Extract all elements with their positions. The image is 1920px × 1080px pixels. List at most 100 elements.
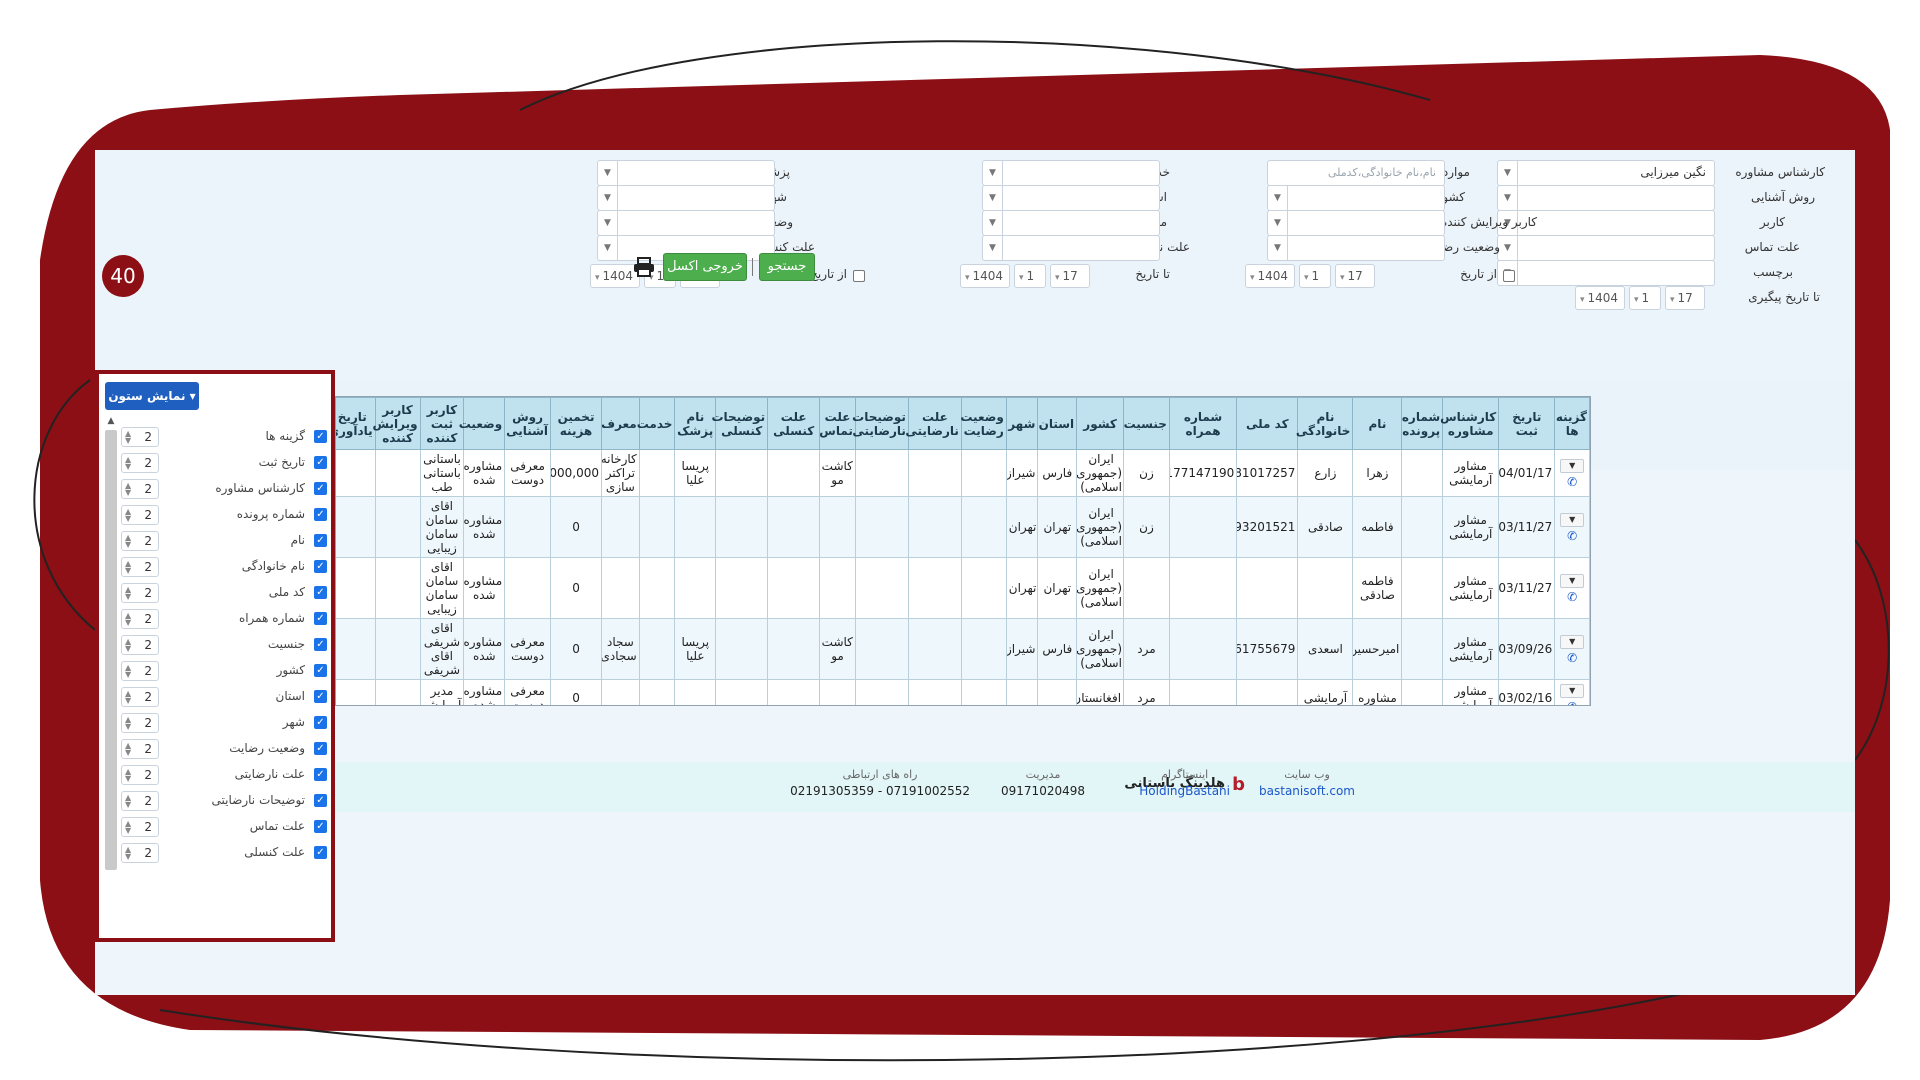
excel-export-button[interactable]: خروجی اکسل (663, 253, 747, 281)
column-width-stepper[interactable]: ▲ ▼ 2 (121, 609, 159, 629)
column-toggle-row[interactable]: ▲ ▼ 2 کارشناس مشاوره ✓ (121, 478, 331, 500)
column-checkbox[interactable]: ✓ (314, 794, 327, 807)
column-toggle-row[interactable]: ▲ ▼ 2 نام ✓ (121, 530, 331, 552)
contact-reason-select[interactable]: ▼ (1497, 235, 1715, 261)
province-select[interactable]: ▼ (982, 185, 1160, 211)
column-checkbox[interactable]: ✓ (314, 690, 327, 703)
column-header[interactable]: خدمت (637, 397, 676, 450)
column-toggle-row[interactable]: ▲ ▼ 2 کد ملی ✓ (121, 582, 331, 604)
column-header[interactable]: علت تماس (819, 397, 856, 450)
tag-select[interactable]: ▼ (1497, 260, 1715, 286)
column-header[interactable]: جنسیت (1123, 397, 1170, 450)
column-checkbox[interactable]: ✓ (314, 664, 327, 677)
instagram-link[interactable]: HoldingBastani (1139, 784, 1230, 798)
column-toggle-row[interactable]: ▲ ▼ 2 علت کنسلی ✓ (121, 842, 331, 864)
column-header[interactable]: نام (1352, 397, 1403, 450)
row-options-cell[interactable]: ▼✆ (1554, 618, 1590, 680)
column-checkbox[interactable]: ✓ (314, 456, 327, 469)
phone-icon[interactable]: ✆ (1567, 529, 1578, 543)
column-checkbox[interactable]: ✓ (314, 612, 327, 625)
column-header[interactable]: شماره پرونده (1401, 397, 1444, 450)
row-options-dropdown-icon[interactable]: ▼ (1560, 635, 1585, 649)
column-toggle-row[interactable]: ▲ ▼ 2 شماره همراه ✓ (121, 608, 331, 630)
column-header[interactable]: علت کنسلی (767, 397, 821, 450)
column-width-stepper[interactable]: ▲ ▼ 2 (121, 739, 159, 759)
column-checkbox[interactable]: ✓ (314, 430, 327, 443)
website-link[interactable]: bastanisoft.com (1259, 784, 1355, 798)
column-toggle-row[interactable]: ▲ ▼ 2 وضعیت رضایت ✓ (121, 738, 331, 760)
column-header[interactable]: شهر (1005, 397, 1039, 450)
column-checkbox[interactable]: ✓ (314, 560, 327, 573)
column-width-stepper[interactable]: ▲ ▼ 2 (121, 843, 159, 863)
from-date-checkbox[interactable] (1503, 270, 1515, 282)
followup-from-checkbox[interactable] (853, 270, 865, 282)
to-date-picker[interactable]: ▾ 1404 ▾ 1 ▾ 17 (960, 264, 1100, 288)
column-toggle-row[interactable]: ▲ ▼ 2 شهر ✓ (121, 712, 331, 734)
from-date-picker[interactable]: ▾ 1404 ▾ 1 ▾ 17 (1245, 264, 1385, 288)
column-width-stepper[interactable]: ▲ ▼ 2 (121, 479, 159, 499)
column-toggle-row[interactable]: ▲ ▼ 2 شماره پرونده ✓ (121, 504, 331, 526)
column-header[interactable]: نام خانوادگی (1296, 397, 1354, 450)
row-options-cell[interactable]: ▼✆ (1554, 449, 1590, 497)
column-width-stepper[interactable]: ▲ ▼ 2 (121, 687, 159, 707)
column-header[interactable]: توضیحات نارضایتی (852, 397, 909, 450)
column-header[interactable]: تخمین هزینه (550, 397, 603, 450)
column-toggle-row[interactable]: ▲ ▼ 2 نام خانوادگی ✓ (121, 556, 331, 578)
service-select[interactable]: ▼ (982, 160, 1160, 186)
dissatisfaction-select[interactable]: ▼ (982, 235, 1160, 261)
column-checkbox[interactable]: ✓ (314, 482, 327, 495)
phone-icon[interactable]: ✆ (1567, 651, 1578, 665)
column-header[interactable]: کاربر ثبت کننده (419, 397, 465, 450)
acquaintance-method-select[interactable]: ▼ (1497, 185, 1715, 211)
column-width-stepper[interactable]: ▲ ▼ 2 (121, 531, 159, 551)
doctor-select[interactable]: ▼ (597, 160, 775, 186)
column-toggle-row[interactable]: ▲ ▼ 2 جنسیت ✓ (121, 634, 331, 656)
column-checkbox[interactable]: ✓ (314, 742, 327, 755)
followup-to-date-picker[interactable]: ▾ 1404 ▾ 1 ▾ 17 (1575, 286, 1715, 310)
row-options-dropdown-icon[interactable]: ▼ (1560, 513, 1585, 527)
column-header[interactable]: کارشناس مشاوره (1440, 397, 1500, 450)
satisfaction-select[interactable]: ▼ (1267, 235, 1445, 261)
other-search-input[interactable]: نام،نام خانوادگی،کدملی (1267, 160, 1445, 186)
column-width-stepper[interactable]: ▲ ▼ 2 (121, 453, 159, 473)
row-options-cell[interactable]: ▼✆ (1554, 496, 1590, 558)
column-header[interactable]: کاربر ویرایش کننده (373, 397, 421, 450)
column-toggle-row[interactable]: ▲ ▼ 2 علت نارضایتی ✓ (121, 764, 331, 786)
scroll-up-icon[interactable]: ▲ (107, 416, 115, 426)
show-columns-button[interactable]: ▾ نمایش ستون ها (105, 382, 199, 431)
column-header[interactable]: تاریخ ثبت (1498, 397, 1556, 450)
column-width-stepper[interactable]: ▲ ▼ 2 (121, 635, 159, 655)
column-checkbox[interactable]: ✓ (314, 768, 327, 781)
column-header[interactable]: تاریخ یادآوری (336, 397, 376, 450)
phone-icon[interactable]: ✆ (1567, 475, 1578, 489)
column-header[interactable]: توضیحات کنسلی (711, 397, 769, 450)
column-width-stepper[interactable]: ▲ ▼ 2 (121, 661, 159, 681)
city-select[interactable]: ▼ (597, 185, 775, 211)
phone-icon[interactable]: ✆ (1567, 700, 1577, 705)
column-toggle-row[interactable]: ▲ ▼ 2 کشور ✓ (121, 660, 331, 682)
search-button[interactable]: جستجو (759, 253, 815, 281)
printer-icon[interactable] (633, 256, 655, 278)
row-options-dropdown-icon[interactable]: ▼ (1560, 459, 1585, 473)
editor-user-select[interactable]: ▼ (1267, 210, 1445, 236)
country-select[interactable]: ▼ (1267, 185, 1445, 211)
column-header[interactable]: معرف (601, 397, 640, 450)
referrer-select[interactable]: ▼ (982, 210, 1160, 236)
column-checkbox[interactable]: ✓ (314, 534, 327, 547)
column-checkbox[interactable]: ✓ (314, 716, 327, 729)
column-header[interactable]: وضعیت رضایت (960, 397, 1007, 450)
status-select[interactable]: ▼ (597, 210, 775, 236)
row-options-dropdown-icon[interactable]: ▼ (1560, 684, 1585, 698)
user-select[interactable]: ▼ (1497, 210, 1715, 236)
column-width-stepper[interactable]: ▲ ▼ 2 (121, 505, 159, 525)
column-width-stepper[interactable]: ▲ ▼ 2 (121, 713, 159, 733)
column-width-stepper[interactable]: ▲ ▼ 2 (121, 557, 159, 577)
column-checkbox[interactable]: ✓ (314, 586, 327, 599)
column-toggle-row[interactable]: ▲ ▼ 2 علت تماس ✓ (121, 816, 331, 838)
column-width-stepper[interactable]: ▲ ▼ 2 (121, 791, 159, 811)
column-header[interactable]: نام پزشک (674, 397, 717, 450)
column-width-stepper[interactable]: ▲ ▼ 2 (121, 583, 159, 603)
